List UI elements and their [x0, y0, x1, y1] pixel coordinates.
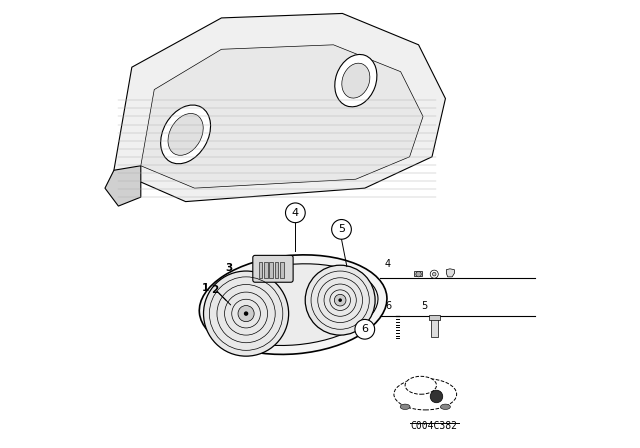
Ellipse shape: [400, 404, 410, 409]
Ellipse shape: [335, 55, 377, 107]
Bar: [414, 271, 422, 276]
Bar: [429, 315, 440, 320]
Text: 6: 6: [385, 302, 391, 311]
Text: 4: 4: [292, 208, 299, 218]
Circle shape: [285, 203, 305, 223]
Circle shape: [416, 271, 421, 277]
Bar: [275, 262, 278, 278]
Text: 3: 3: [225, 263, 233, 273]
FancyBboxPatch shape: [253, 255, 293, 282]
Bar: [264, 262, 268, 278]
Circle shape: [238, 306, 254, 322]
Ellipse shape: [342, 63, 370, 98]
Text: 2: 2: [212, 285, 219, 295]
Bar: [280, 262, 284, 278]
Text: 6: 6: [362, 324, 368, 334]
Circle shape: [204, 271, 289, 356]
Circle shape: [355, 319, 374, 339]
Circle shape: [339, 298, 342, 302]
Circle shape: [332, 220, 351, 239]
Bar: [259, 262, 262, 278]
Text: C004C382: C004C382: [411, 422, 458, 431]
Circle shape: [430, 270, 438, 278]
Ellipse shape: [405, 376, 436, 394]
Text: 4: 4: [385, 259, 391, 269]
Circle shape: [430, 390, 443, 403]
Ellipse shape: [394, 379, 457, 410]
Polygon shape: [141, 45, 423, 188]
Circle shape: [334, 294, 346, 306]
Polygon shape: [105, 166, 141, 206]
Circle shape: [244, 311, 248, 316]
Circle shape: [305, 265, 375, 335]
Ellipse shape: [440, 404, 451, 409]
Bar: [269, 262, 273, 278]
Ellipse shape: [199, 255, 387, 354]
Polygon shape: [446, 269, 454, 277]
Text: 1: 1: [202, 283, 209, 293]
Circle shape: [433, 272, 436, 276]
Text: 5: 5: [421, 302, 427, 311]
Ellipse shape: [208, 264, 378, 345]
Polygon shape: [114, 13, 445, 202]
Ellipse shape: [161, 105, 211, 164]
Bar: [431, 319, 438, 337]
Ellipse shape: [168, 113, 204, 155]
Text: 5: 5: [338, 224, 345, 234]
